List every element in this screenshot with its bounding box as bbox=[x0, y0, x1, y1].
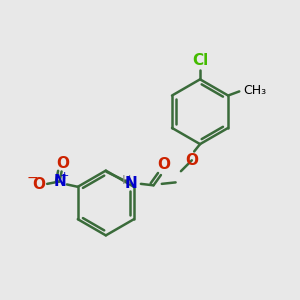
Text: Cl: Cl bbox=[192, 53, 208, 68]
Text: O: O bbox=[157, 157, 170, 172]
Text: −: − bbox=[27, 171, 38, 185]
Text: N: N bbox=[125, 176, 138, 191]
Text: O: O bbox=[185, 153, 198, 168]
Text: CH₃: CH₃ bbox=[243, 84, 266, 97]
Text: H: H bbox=[122, 174, 131, 187]
Text: N: N bbox=[53, 174, 66, 189]
Text: O: O bbox=[32, 177, 45, 192]
Text: +: + bbox=[60, 171, 70, 181]
Text: O: O bbox=[56, 156, 69, 171]
